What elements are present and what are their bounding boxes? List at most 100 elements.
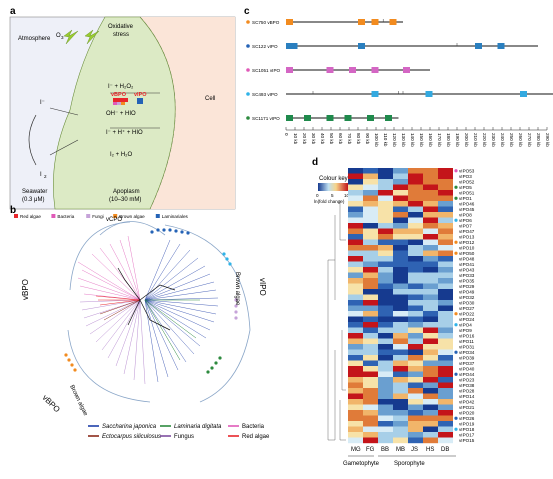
heat-cell-1-1 [363,173,378,180]
heat-cell-46-1 [363,421,378,427]
brown-algae-right-label: Brown algae [234,272,240,306]
axis-tick-label-10: 100 kb [374,133,379,147]
cluster-label-0: SC750 vBPO [252,20,280,25]
gene-box-2-1 [326,67,334,73]
heat-cell-11-4 [408,228,423,235]
heat-cell-1-2 [378,173,393,180]
row-dot-45 [454,416,458,420]
heat-cell-33-3 [393,349,408,356]
heat-cell-26-2 [378,311,393,317]
heat-cell-7-3 [393,206,408,213]
heat-cell-2-6 [438,179,453,185]
row-label-2: vIPO52 [459,180,475,185]
row-label-11: vIPO47 [459,229,475,234]
heat-cell-11-0 [348,228,363,235]
heat-cell-3-1 [363,184,378,191]
heat-cell-49-0 [348,437,363,444]
heat-cell-32-4 [408,344,423,350]
heat-cell-30-4 [408,333,423,339]
axis-tick-label-16: 160 kb [428,133,433,147]
heat-cell-7-1 [363,206,378,213]
heat-cell-19-2 [378,272,393,279]
gene-box-1-2 [358,43,365,49]
axis-tick-label-8: 80 kb [356,133,361,145]
row-label-46: vIPO19 [459,422,475,427]
axis-tick-label-7: 70 kb [347,133,352,145]
row-label-31: vIPO11 [459,339,474,344]
heat-cell-22-6 [438,289,453,295]
heat-cell-0-1 [363,168,378,174]
row-dendrogram [327,200,346,441]
key-tick-10: 10 [344,193,350,198]
heat-cell-0-6 [438,168,453,174]
heat-cell-27-0 [348,316,363,323]
heat-cell-17-5 [423,261,438,268]
gene-box-0-3 [389,19,397,25]
heat-cell-21-3 [393,283,408,290]
heat-cell-13-0 [348,239,363,246]
tree-legend-label-0: Saccharina japonica [102,424,157,430]
gene-box-4-3 [344,115,352,121]
heat-cell-38-6 [438,377,453,383]
row-dot-33 [454,350,458,354]
heat-cell-25-1 [363,305,378,312]
heat-cell-26-1 [363,311,378,317]
heat-cell-13-6 [438,239,453,246]
heat-cell-48-4 [408,432,423,438]
panel-a-legend: Red algae Bacteria Fungi Brown algae Laminar… [14,214,189,219]
heat-cell-32-0 [348,344,363,350]
heat-cell-39-4 [408,382,423,389]
heat-cell-28-1 [363,322,378,328]
col-label-0: MG [351,447,361,453]
row-label-26: vIPO22 [459,312,475,317]
heat-cell-39-0 [348,382,363,389]
heat-cell-23-0 [348,294,363,301]
heat-cell-28-2 [378,322,393,328]
heat-cell-40-1 [363,388,378,394]
heat-cell-18-5 [423,267,438,273]
heat-cell-12-0 [348,234,363,240]
heat-cell-6-2 [378,201,393,207]
heat-cell-44-5 [423,410,438,416]
sporophyte-label: Sporophyte [394,461,425,467]
heat-cell-24-6 [438,300,453,306]
axis-tick-label-15: 150 kb [419,133,424,147]
row-label-32: vIPO31 [459,345,475,350]
seawater-label: Seawater [22,189,47,195]
row-label-10: vIPO7 [459,224,472,229]
heat-cell-35-6 [438,360,453,367]
legend-swatch-4 [155,214,160,218]
cluster-dot-2 [246,68,250,72]
heat-cell-47-0 [348,426,363,433]
heat-cell-39-5 [423,382,438,389]
heat-cell-15-3 [393,250,408,257]
row-label-9: vIPO6 [459,218,472,223]
heat-cell-20-4 [408,278,423,284]
heat-cell-26-4 [408,311,423,317]
row-label-8: vIPO8 [459,213,472,218]
tree-legend-label-2: Bacteria [242,424,265,430]
phylogenetic-tree [64,221,251,403]
heat-cell-23-4 [408,294,423,301]
gene-box-4-2 [326,115,334,121]
gene-clusters: SC750 vBPO SC122 vIPO SC1051 vIPO SC493 vIP… [246,19,553,121]
heat-cell-10-4 [408,223,423,229]
heat-cell-33-6 [438,349,453,356]
heat-cell-7-4 [408,206,423,213]
heat-cell-44-0 [348,410,363,416]
row-label-30: vIPO16 [459,334,475,339]
heat-cell-45-2 [378,415,393,422]
heat-cell-28-4 [408,322,423,328]
row-label-0: vIPO53 [459,169,475,174]
heat-cell-38-1 [363,377,378,383]
heat-cell-41-2 [378,393,393,400]
key-axis-label: ln(fold change) [314,199,345,204]
heat-cell-31-5 [423,338,438,345]
row-label-22: vIPO49 [459,290,475,295]
row-label-5: vIPO1 [459,196,472,201]
heat-cell-15-2 [378,250,393,257]
heat-cell-17-3 [393,261,408,268]
heat-cell-46-4 [408,421,423,427]
heat-cell-42-6 [438,399,453,405]
heat-cell-18-2 [378,267,393,273]
